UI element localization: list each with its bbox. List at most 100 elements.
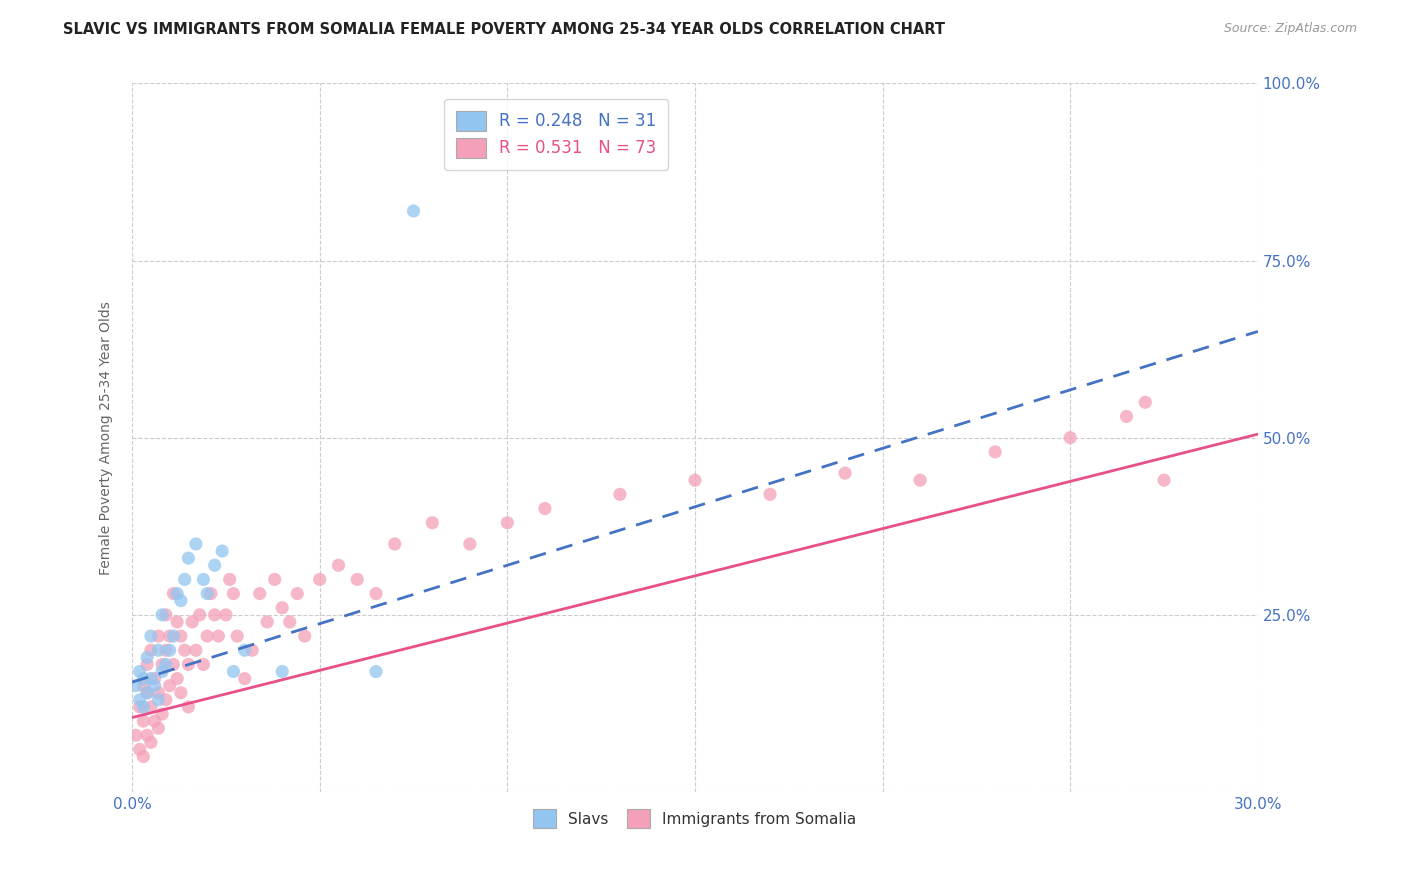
Text: SLAVIC VS IMMIGRANTS FROM SOMALIA FEMALE POVERTY AMONG 25-34 YEAR OLDS CORRELATI: SLAVIC VS IMMIGRANTS FROM SOMALIA FEMALE… bbox=[63, 22, 945, 37]
Point bbox=[159, 629, 181, 643]
Point bbox=[155, 607, 177, 622]
Point bbox=[148, 721, 170, 735]
Point bbox=[402, 204, 425, 219]
Point bbox=[1153, 473, 1175, 487]
Point bbox=[834, 466, 856, 480]
Point bbox=[240, 643, 263, 657]
Point bbox=[271, 665, 294, 679]
Point bbox=[148, 643, 170, 657]
Point bbox=[211, 544, 233, 558]
Point bbox=[148, 693, 170, 707]
Point bbox=[155, 693, 177, 707]
Point bbox=[173, 643, 195, 657]
Point bbox=[128, 665, 150, 679]
Point bbox=[184, 537, 207, 551]
Point bbox=[1115, 409, 1137, 424]
Point bbox=[136, 686, 159, 700]
Point bbox=[204, 558, 226, 573]
Point bbox=[166, 586, 188, 600]
Point bbox=[534, 501, 557, 516]
Point bbox=[207, 629, 229, 643]
Point bbox=[155, 657, 177, 672]
Point bbox=[162, 586, 184, 600]
Point bbox=[294, 629, 316, 643]
Point bbox=[184, 643, 207, 657]
Point bbox=[132, 749, 155, 764]
Point bbox=[346, 573, 368, 587]
Point bbox=[177, 551, 200, 566]
Point bbox=[364, 586, 387, 600]
Point bbox=[215, 607, 238, 622]
Point bbox=[170, 686, 193, 700]
Point bbox=[278, 615, 301, 629]
Point bbox=[218, 573, 240, 587]
Point bbox=[150, 657, 173, 672]
Point bbox=[143, 672, 166, 686]
Point bbox=[139, 629, 162, 643]
Point bbox=[150, 607, 173, 622]
Point bbox=[263, 573, 285, 587]
Point bbox=[222, 665, 245, 679]
Point bbox=[200, 586, 222, 600]
Point bbox=[162, 629, 184, 643]
Point bbox=[155, 643, 177, 657]
Point bbox=[132, 679, 155, 693]
Point bbox=[683, 473, 706, 487]
Point bbox=[226, 629, 249, 643]
Point bbox=[150, 706, 173, 721]
Point bbox=[233, 643, 256, 657]
Point bbox=[173, 573, 195, 587]
Point bbox=[1135, 395, 1157, 409]
Point bbox=[308, 573, 330, 587]
Point bbox=[159, 679, 181, 693]
Point bbox=[136, 650, 159, 665]
Point bbox=[609, 487, 631, 501]
Point bbox=[132, 700, 155, 714]
Point bbox=[384, 537, 406, 551]
Point bbox=[139, 643, 162, 657]
Point bbox=[128, 700, 150, 714]
Point bbox=[1059, 431, 1081, 445]
Point bbox=[908, 473, 931, 487]
Point bbox=[148, 629, 170, 643]
Point bbox=[759, 487, 782, 501]
Point bbox=[193, 573, 215, 587]
Point bbox=[249, 586, 271, 600]
Point bbox=[136, 657, 159, 672]
Point bbox=[139, 672, 162, 686]
Point bbox=[256, 615, 278, 629]
Point bbox=[143, 714, 166, 728]
Point bbox=[162, 657, 184, 672]
Point bbox=[128, 742, 150, 756]
Point bbox=[233, 672, 256, 686]
Point bbox=[136, 728, 159, 742]
Point bbox=[193, 657, 215, 672]
Point bbox=[177, 700, 200, 714]
Point bbox=[148, 686, 170, 700]
Point bbox=[166, 672, 188, 686]
Point bbox=[420, 516, 443, 530]
Text: Source: ZipAtlas.com: Source: ZipAtlas.com bbox=[1223, 22, 1357, 36]
Point bbox=[132, 714, 155, 728]
Point bbox=[181, 615, 204, 629]
Point bbox=[222, 586, 245, 600]
Point bbox=[458, 537, 481, 551]
Point bbox=[364, 665, 387, 679]
Point bbox=[188, 607, 211, 622]
Legend: Slavs, Immigrants from Somalia: Slavs, Immigrants from Somalia bbox=[527, 803, 863, 834]
Point bbox=[143, 679, 166, 693]
Point bbox=[136, 686, 159, 700]
Point bbox=[170, 593, 193, 607]
Point bbox=[125, 679, 148, 693]
Point bbox=[496, 516, 519, 530]
Point bbox=[271, 600, 294, 615]
Point bbox=[177, 657, 200, 672]
Point bbox=[132, 672, 155, 686]
Point bbox=[150, 665, 173, 679]
Point bbox=[159, 643, 181, 657]
Y-axis label: Female Poverty Among 25-34 Year Olds: Female Poverty Among 25-34 Year Olds bbox=[100, 301, 114, 574]
Point bbox=[204, 607, 226, 622]
Point bbox=[128, 693, 150, 707]
Point bbox=[195, 586, 218, 600]
Point bbox=[170, 629, 193, 643]
